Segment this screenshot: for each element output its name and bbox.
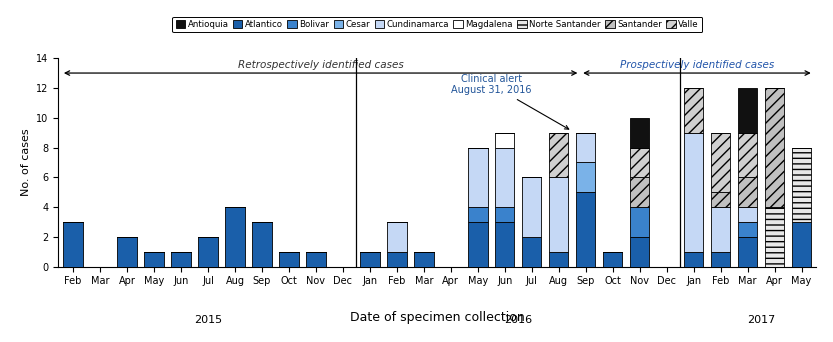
Bar (738, 133, 757, 177)
Y-axis label: No. of cases: No. of cases (21, 129, 31, 196)
Bar (630, 237, 650, 267)
X-axis label: Date of specimen collection: Date of specimen collection (350, 312, 525, 325)
Bar (630, 177, 650, 207)
Text: 2015: 2015 (194, 315, 222, 325)
Bar (495, 133, 515, 147)
Bar (711, 192, 731, 207)
Bar (387, 222, 407, 252)
Bar (495, 222, 515, 267)
Bar (711, 133, 731, 192)
Bar (549, 133, 568, 177)
Bar (792, 222, 811, 267)
Bar (117, 237, 137, 267)
Bar (144, 252, 164, 267)
Bar (603, 252, 622, 267)
Text: 2016: 2016 (504, 315, 532, 325)
Bar (765, 207, 784, 267)
Bar (576, 162, 596, 192)
Bar (738, 88, 757, 133)
Bar (468, 207, 487, 222)
Bar (63, 222, 82, 267)
Bar (387, 252, 407, 267)
Bar (549, 177, 568, 252)
Bar (414, 252, 433, 267)
Bar (495, 147, 515, 207)
Bar (495, 207, 515, 222)
Text: 2017: 2017 (747, 315, 776, 325)
Bar (738, 237, 757, 267)
Bar (225, 207, 245, 267)
Bar (630, 207, 650, 237)
Bar (576, 133, 596, 162)
Bar (630, 147, 650, 177)
Bar (172, 252, 191, 267)
Bar (549, 252, 568, 267)
Bar (252, 222, 272, 267)
Bar (684, 88, 703, 133)
Bar (522, 177, 541, 237)
Bar (792, 147, 811, 222)
Bar (576, 192, 596, 267)
Bar (711, 207, 731, 252)
Bar (684, 252, 703, 267)
Text: Clinical alert
August 31, 2016: Clinical alert August 31, 2016 (451, 74, 569, 129)
Bar (360, 252, 380, 267)
Bar (711, 252, 731, 267)
Bar (738, 207, 757, 222)
Legend: Antioquia, Atlantico, Bolivar, Cesar, Cundinamarca, Magdalena, Norte Santander, : Antioquia, Atlantico, Bolivar, Cesar, Cu… (172, 16, 702, 32)
Bar (468, 222, 487, 267)
Bar (307, 252, 326, 267)
Bar (630, 118, 650, 147)
Bar (738, 177, 757, 207)
Bar (765, 88, 784, 207)
Text: Prospectively identified cases: Prospectively identified cases (620, 60, 774, 70)
Bar (522, 237, 541, 267)
Bar (684, 133, 703, 252)
Bar (738, 222, 757, 237)
Text: Retrospectively identified cases: Retrospectively identified cases (237, 60, 403, 70)
Bar (279, 252, 299, 267)
Bar (468, 147, 487, 207)
Bar (198, 237, 217, 267)
